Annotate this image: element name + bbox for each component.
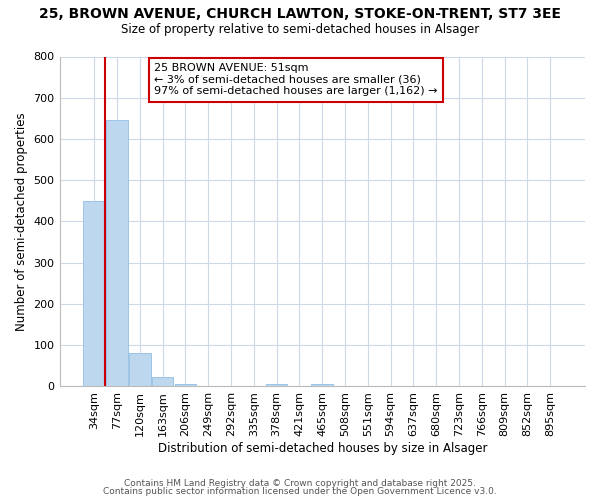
Bar [152, 378, 173, 386]
Bar [266, 384, 287, 386]
Text: Contains public sector information licensed under the Open Government Licence v3: Contains public sector information licen… [103, 487, 497, 496]
Bar [175, 384, 196, 386]
Y-axis label: Number of semi-detached properties: Number of semi-detached properties [15, 112, 28, 331]
Text: Size of property relative to semi-detached houses in Alsager: Size of property relative to semi-detach… [121, 22, 479, 36]
Text: 25, BROWN AVENUE, CHURCH LAWTON, STOKE-ON-TRENT, ST7 3EE: 25, BROWN AVENUE, CHURCH LAWTON, STOKE-O… [39, 8, 561, 22]
Bar [129, 354, 151, 386]
Bar [106, 120, 128, 386]
Text: 25 BROWN AVENUE: 51sqm
← 3% of semi-detached houses are smaller (36)
97% of semi: 25 BROWN AVENUE: 51sqm ← 3% of semi-deta… [154, 63, 437, 96]
Text: Contains HM Land Registry data © Crown copyright and database right 2025.: Contains HM Land Registry data © Crown c… [124, 478, 476, 488]
Bar [311, 384, 333, 386]
Bar [83, 201, 105, 386]
X-axis label: Distribution of semi-detached houses by size in Alsager: Distribution of semi-detached houses by … [158, 442, 487, 455]
